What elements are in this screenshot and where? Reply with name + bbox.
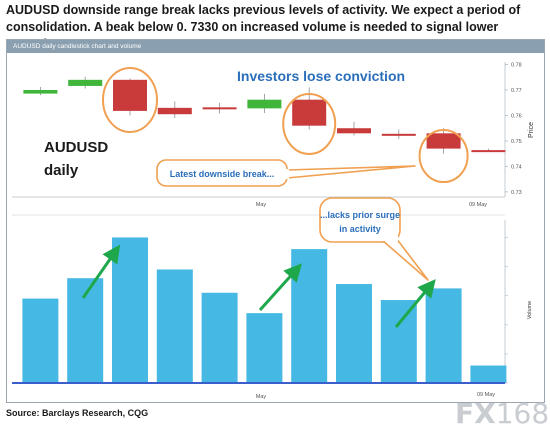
highlight-circle <box>102 67 158 133</box>
price-y-tick-label: 0.76 <box>511 113 522 119</box>
candle-down <box>426 133 461 149</box>
price-y-tick-label: 0.77 <box>511 88 522 94</box>
panel-title: AUDUSD daily candlestick chart and volum… <box>7 40 544 53</box>
candle-up <box>68 79 103 86</box>
highlight-circle <box>418 129 469 183</box>
price-y-tick-label: 0.75 <box>511 139 522 145</box>
price-chart-title: Investors lose conviction <box>237 68 405 84</box>
volume-bar <box>246 313 283 383</box>
price-y-axis-title: Price <box>528 122 535 138</box>
volume-y-axis-title: Volume <box>527 301 533 319</box>
callout-text: Latest downside break... <box>170 169 275 179</box>
candle-down <box>157 107 192 115</box>
volume-bar <box>291 249 328 383</box>
volume-bar <box>425 288 462 383</box>
candle-up <box>23 90 58 94</box>
rising-volume-arrow <box>81 244 121 299</box>
volume-bar <box>156 269 193 383</box>
callout-pointer <box>286 165 416 179</box>
callout-box <box>319 197 401 243</box>
instrument-label: AUDUSD <box>44 139 108 156</box>
callout-joint <box>380 236 398 241</box>
candle-down <box>381 133 416 136</box>
candle-down <box>337 128 371 134</box>
volume-x-tick-label: 09 May <box>477 392 495 398</box>
price-x-tick-label: May <box>256 202 267 208</box>
candle-down <box>202 107 237 110</box>
price-y-tick-label: 0.78 <box>511 63 522 69</box>
price-y-tick-label: 0.73 <box>511 190 522 196</box>
price-y-tick-label: 0.74 <box>511 164 522 170</box>
volume-bar <box>380 300 417 383</box>
highlight-circle <box>282 93 337 155</box>
fx168-logo: FX168 <box>455 397 550 430</box>
callout-joint <box>283 169 289 179</box>
rising-volume-arrow <box>258 263 303 312</box>
callout-text: ...lacks prior surge <box>320 210 400 220</box>
volume-x-tick-label: May <box>256 394 267 400</box>
volume-bar <box>336 284 372 383</box>
rising-volume-arrow <box>394 279 436 328</box>
callout-pointer <box>381 237 429 281</box>
candle-down <box>292 99 327 126</box>
volume-bar <box>22 298 59 383</box>
instrument-label: daily <box>44 162 79 179</box>
price-x-tick-label: 09 May <box>469 202 487 208</box>
volume-bar <box>470 365 507 383</box>
candle-down <box>471 150 506 153</box>
callout-text: in activity <box>339 224 381 234</box>
volume-bar <box>201 292 238 383</box>
volume-bar <box>112 237 148 383</box>
candle-up <box>247 99 282 109</box>
source-note: Source: Barclays Research, CQG <box>6 408 149 418</box>
candle-down <box>113 79 147 111</box>
